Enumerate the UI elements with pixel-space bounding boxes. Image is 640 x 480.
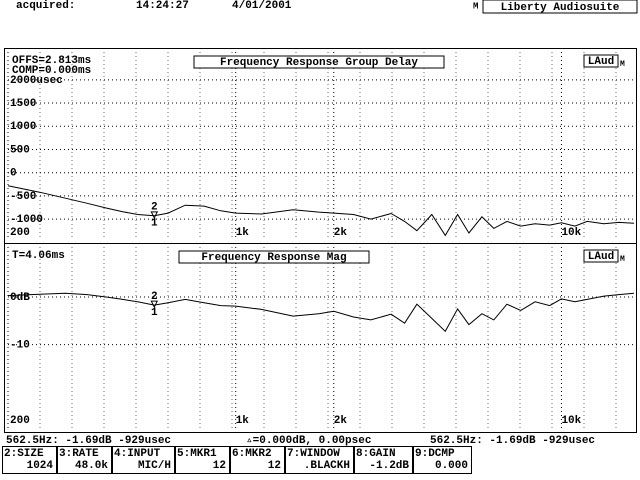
curve xyxy=(7,185,635,237)
function-key[interactable] xyxy=(230,446,285,474)
time: 14:24:27 xyxy=(136,0,189,12)
x-tick-label: 1k xyxy=(236,227,250,239)
key-label: 9:DCMP xyxy=(415,448,455,460)
function-key[interactable] xyxy=(57,446,112,474)
key-label: 6:MKR2 xyxy=(232,448,272,460)
status-left: 562.5Hz: -1.69dB -929usec xyxy=(6,435,171,447)
x-tick-label: 10k xyxy=(561,415,581,427)
curve xyxy=(7,292,635,333)
y-tick-label: -500 xyxy=(10,191,36,203)
key-value: 12 xyxy=(213,460,226,472)
key-label: 2:SIZE xyxy=(4,448,44,460)
status-middle: ▵=0.000dB, 0.00psec xyxy=(246,435,371,447)
title-box xyxy=(178,250,370,264)
function-key[interactable] xyxy=(175,446,230,474)
marker-label: 2 xyxy=(151,291,158,303)
status-right: 562.5Hz: -1.69dB -929usec xyxy=(430,435,595,447)
key-value: .BLACKH xyxy=(304,460,350,472)
date: 4/01/2001 xyxy=(232,0,292,12)
marker-label: 1 xyxy=(151,218,158,230)
badge: LAud xyxy=(588,251,614,263)
badge: LAud xyxy=(588,56,614,68)
marker-label: 2 xyxy=(151,202,158,214)
x-tick-label: 10k xyxy=(561,227,581,239)
y-tick-label: 0 xyxy=(10,168,17,180)
y-tick-label: -10 xyxy=(10,340,30,352)
key-label: 5:MKR1 xyxy=(177,448,217,460)
chart-title: Frequency Response Group Delay xyxy=(220,57,418,69)
chart-title: Frequency Response Mag xyxy=(201,252,346,264)
x-tick-label: 200 xyxy=(10,227,30,239)
x-tick-label: 1k xyxy=(236,415,250,427)
y-tick-label: 500 xyxy=(10,144,30,156)
badge-flag: M xyxy=(620,60,625,69)
badge-box xyxy=(583,249,619,263)
key-value: -1.2dB xyxy=(369,460,409,472)
acquired-label: acquired: xyxy=(16,0,75,12)
x-tick-label: 2k xyxy=(334,227,348,239)
flag: M xyxy=(473,1,478,11)
function-key[interactable] xyxy=(285,446,354,474)
function-key[interactable] xyxy=(413,446,472,474)
marker-triangle xyxy=(150,300,159,309)
key-value: 1024 xyxy=(27,460,54,472)
key-label: 3:RATE xyxy=(59,448,99,460)
annotation: T=4.06ms xyxy=(12,250,65,262)
x-tick-label: 2k xyxy=(334,415,348,427)
key-value: MIC/H xyxy=(138,460,171,472)
badge-box xyxy=(583,54,619,68)
marker-triangle xyxy=(150,211,159,219)
app-name: Liberty Audiosuite xyxy=(501,2,620,14)
y-tick-label: 0dB xyxy=(10,292,30,304)
key-label: 4:INPUT xyxy=(114,448,161,460)
title-box xyxy=(193,55,445,69)
y-tick-label: 1000 xyxy=(10,121,36,133)
key-value: 0.000 xyxy=(435,460,468,472)
marker-label: 1 xyxy=(151,307,158,319)
badge-flag: M xyxy=(620,255,625,264)
y-tick-label: 1500 xyxy=(10,98,36,110)
annotation: OFFS=2.813ms xyxy=(12,55,91,67)
app-box xyxy=(482,0,638,14)
key-label: 8:GAIN xyxy=(356,448,396,460)
y-tick-label: 2000usec xyxy=(10,75,63,87)
key-value: 12 xyxy=(268,460,281,472)
annotation: COMP=0.000ms xyxy=(12,65,91,77)
function-key[interactable] xyxy=(354,446,413,474)
plot-frame xyxy=(4,48,637,433)
y-tick-label: -1000 xyxy=(10,214,43,226)
key-value: 48.0k xyxy=(75,460,108,472)
function-key[interactable] xyxy=(2,446,57,474)
function-key[interactable] xyxy=(112,446,175,474)
key-label: 7:WINDOW xyxy=(287,448,340,460)
x-tick-label: 200 xyxy=(10,415,30,427)
